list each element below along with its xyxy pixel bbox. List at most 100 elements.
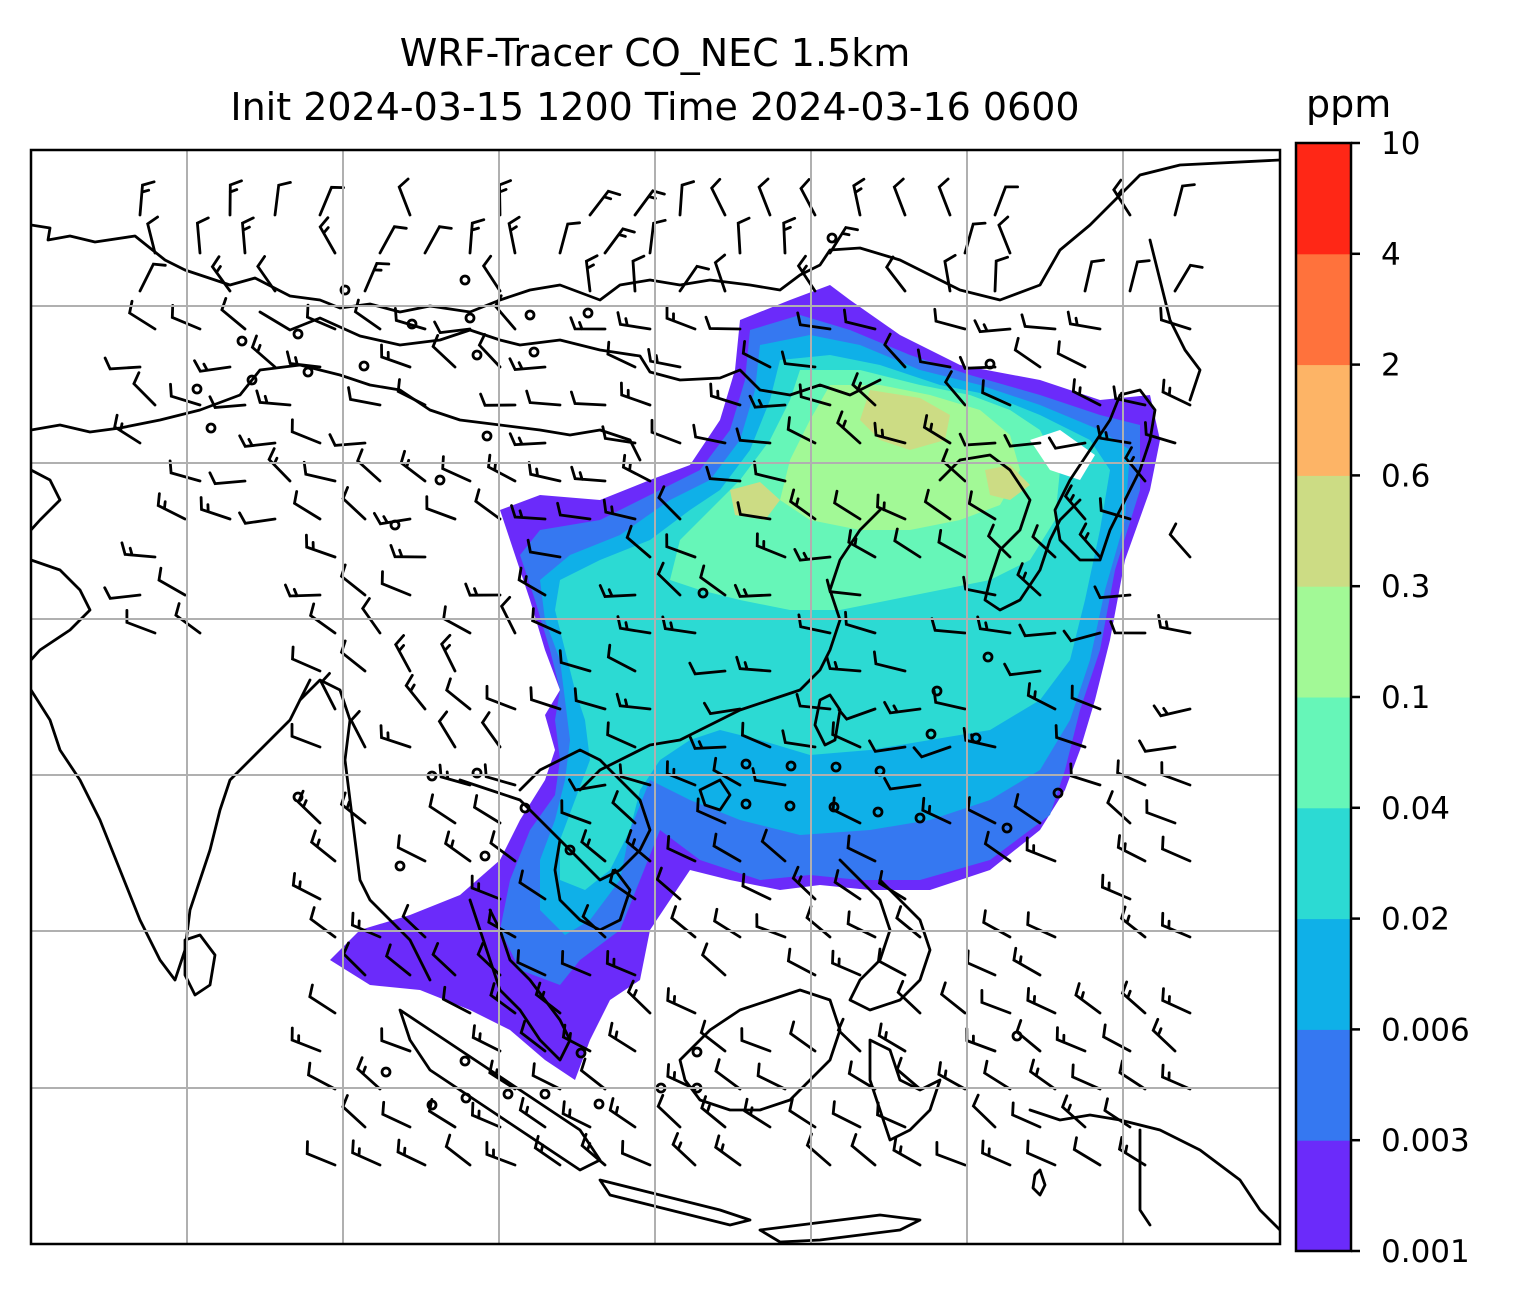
wind-barb — [971, 1093, 997, 1129]
calm-wind-marker — [784, 800, 796, 812]
wind-barb — [688, 735, 727, 750]
colorbar-tick-label: 0.04 — [1381, 791, 1450, 827]
wind-barb — [353, 298, 382, 331]
wind-barb — [1098, 497, 1132, 521]
wind-barb — [876, 947, 907, 977]
calm-wind-marker — [914, 812, 926, 824]
wind-barb — [534, 981, 562, 1015]
wind-barb — [487, 909, 517, 939]
wind-barb — [556, 501, 592, 521]
wind-barb — [1096, 425, 1132, 445]
wind-barb — [220, 297, 247, 331]
wind-barb — [468, 218, 486, 255]
wind-barb — [922, 414, 952, 445]
calm-wind-marker — [481, 430, 493, 442]
gridlines — [31, 150, 1280, 1244]
wind-barb — [580, 829, 607, 863]
wind-barb — [833, 869, 862, 901]
wind-barb — [558, 221, 581, 255]
wind-barb — [631, 254, 646, 293]
wind-barb — [1145, 799, 1177, 825]
wind-barb — [740, 1027, 772, 1053]
wind-barb — [485, 684, 517, 711]
wind-barb — [305, 303, 337, 331]
wind-barb — [993, 255, 1009, 293]
coastline-small-island — [1031, 1168, 1047, 1197]
colorbar-tick-label: 0.001 — [1381, 1234, 1470, 1270]
wind-barb — [828, 225, 859, 255]
wind-barb — [1066, 310, 1102, 331]
wind-barb — [921, 796, 952, 825]
wind-barb — [397, 177, 412, 217]
wind-barb — [1100, 873, 1132, 901]
wind-barb — [1093, 585, 1132, 600]
wind-barb — [208, 471, 247, 486]
chart-title-line1: WRF-Tracer CO_NEC 1.5km — [399, 31, 911, 75]
wind-barb — [1026, 987, 1057, 1015]
wind-barb — [620, 1139, 652, 1167]
wind-barb — [825, 578, 862, 597]
colorbar-unit-label: ppm — [1306, 82, 1392, 126]
wind-barb — [569, 316, 607, 331]
wind-barb — [836, 410, 862, 445]
wind-barb — [782, 216, 797, 255]
wind-barb — [755, 913, 787, 939]
wind-barb — [962, 727, 997, 749]
wind-barb — [833, 489, 862, 521]
wind-barb — [1161, 1063, 1192, 1091]
coastline-srilanka — [183, 933, 217, 997]
colorbar-tick-label: 2 — [1381, 348, 1401, 384]
coastline-taiwan — [813, 693, 842, 747]
wind-barbs — [103, 177, 1204, 1167]
wind-barb — [795, 693, 832, 711]
wind-barb — [516, 949, 547, 977]
wind-barb — [573, 687, 607, 711]
wind-barb — [602, 498, 637, 521]
tracer-field-0.3b — [730, 482, 780, 520]
wind-barb — [791, 865, 817, 901]
wind-barb — [714, 1134, 742, 1167]
tracer-field-0.3c — [985, 465, 1030, 500]
wind-barb — [444, 1133, 472, 1167]
wind-barb — [868, 739, 907, 753]
wind-barb — [1025, 836, 1057, 863]
calm-wind-marker — [697, 587, 709, 599]
wind-barb — [427, 1098, 457, 1129]
wind-barb — [241, 216, 255, 255]
wind-barb — [831, 721, 862, 749]
wind-barb — [1015, 1019, 1042, 1053]
wind-barb — [255, 389, 292, 407]
wind-barb — [481, 254, 502, 293]
wind-barb — [831, 1100, 862, 1129]
wind-barb — [1161, 378, 1192, 407]
calm-wind-marker — [479, 850, 491, 862]
calm-wind-marker — [464, 312, 476, 324]
wind-barb — [1118, 1059, 1147, 1091]
chart-title-line2: Init 2024-03-15 1200 Time 2024-03-16 060… — [230, 85, 1080, 129]
wind-barb — [169, 382, 202, 407]
wind-barb — [935, 1141, 967, 1167]
wind-barb — [1020, 313, 1057, 331]
wind-barb — [656, 561, 682, 597]
wind-barb — [709, 382, 742, 407]
wind-barb — [588, 189, 622, 217]
wind-barb — [793, 548, 832, 562]
calm-wind-marker — [1052, 787, 1064, 799]
wind-barb — [714, 1058, 742, 1091]
coastline-borneo — [678, 988, 842, 1112]
wind-barb — [1074, 982, 1102, 1015]
wind-barb — [748, 394, 787, 409]
wind-barb — [195, 216, 210, 255]
wind-barb — [560, 950, 592, 977]
wind-barb — [916, 348, 952, 369]
wind-barb — [605, 950, 637, 977]
coastline-china-north — [31, 363, 642, 462]
wind-barb — [847, 1060, 877, 1091]
wind-barb — [757, 177, 772, 217]
wind-barb — [751, 767, 787, 787]
wind-barb — [384, 943, 412, 977]
wind-barb — [380, 343, 412, 369]
wind-barb — [1112, 178, 1132, 217]
wind-barb — [852, 177, 866, 217]
